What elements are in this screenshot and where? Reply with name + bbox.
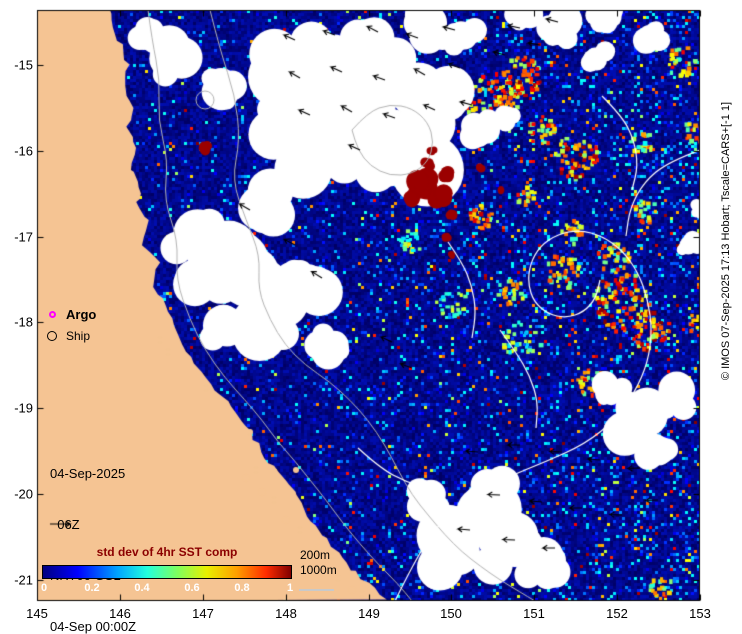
colorbar-title: std dev of 4hr SST comp [96, 545, 238, 559]
x-tick-label: 145 [26, 606, 48, 621]
x-tick-label: 146 [109, 606, 131, 621]
contour-line-sample [299, 589, 334, 591]
y-tick-label: -17 [14, 229, 33, 245]
x-tick-label: 150 [440, 606, 462, 621]
ship-marker-icon [47, 331, 57, 341]
x-tick-label: 149 [358, 606, 380, 621]
colorbar-tick-label: 0 [40, 582, 48, 594]
y-tick-label: -15 [14, 57, 33, 73]
copyright-text: © IMOS 07-Sep-2025 17:13 Hobart; Tscale=… [720, 101, 732, 381]
x-tick-label: 153 [689, 606, 711, 621]
analysis-hour: 06Z [50, 517, 80, 532]
colorbar-tick-label: 0.6 [184, 582, 200, 594]
x-tick-label: 148 [275, 606, 297, 621]
legend-argo-label: Argo [66, 307, 97, 322]
analysis-model-time: 04-Sep 00:00Z [50, 619, 137, 634]
colorbar-tick-label: 1 [286, 582, 294, 594]
legend-ship-label: Ship [66, 329, 91, 343]
y-tick-label: -19 [14, 400, 33, 416]
x-tick-label: 151 [523, 606, 545, 621]
x-tick-label: 147 [192, 606, 214, 621]
colorbar-tick-label: 0.8 [234, 582, 250, 594]
analysis-info-block: 04-Sep-2025 06Z NRT00 GSL 04-Sep 00:00Z … [50, 431, 144, 634]
colorbar [42, 565, 292, 579]
colorbar-tick-label: 0.4 [134, 582, 150, 594]
y-tick-label: -16 [14, 143, 33, 159]
argo-marker-icon [49, 311, 56, 318]
depth-1000m-label: 1000m [300, 563, 337, 577]
colorbar-tick-label: 0.2 [84, 582, 100, 594]
analysis-date: 04-Sep-2025 [50, 466, 126, 481]
depth-200m-label: 200m [300, 548, 331, 562]
y-tick-label: -20 [14, 486, 33, 502]
x-tick-label: 152 [606, 606, 628, 621]
y-tick-label: -18 [14, 314, 33, 330]
y-tick-label: -21 [14, 572, 33, 588]
